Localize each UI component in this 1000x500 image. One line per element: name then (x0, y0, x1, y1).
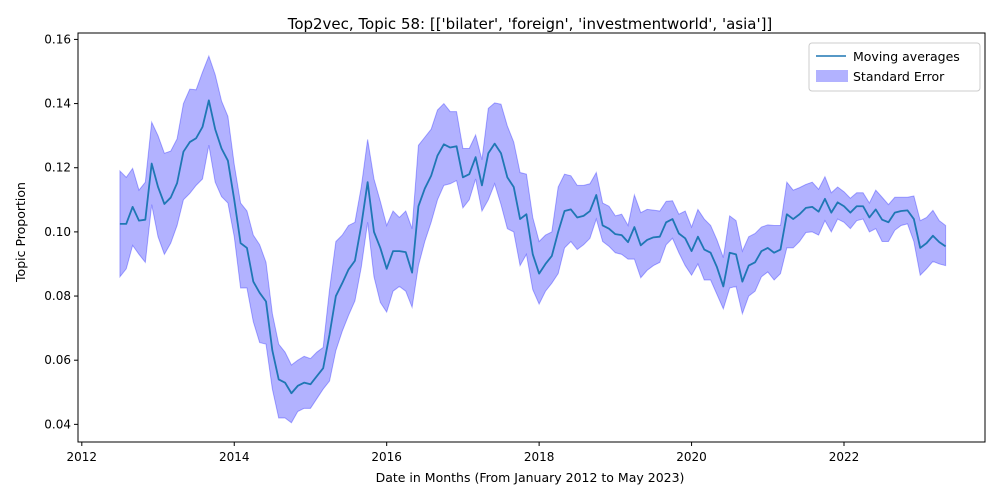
y-tick-label: 0.10 (44, 225, 71, 239)
y-tick-label: 0.16 (44, 32, 71, 46)
y-tick-label: 0.12 (44, 161, 71, 175)
legend-swatch-standard-error (816, 70, 848, 82)
x-axis: 2012 2014 2016 2018 2020 2022 (67, 442, 860, 464)
moving-average-line-layer (119, 99, 947, 395)
y-tick-label: 0.06 (44, 353, 71, 367)
x-tick-label: 2014 (219, 450, 250, 464)
axes-frame (77, 32, 986, 443)
x-tick-label: 2018 (524, 450, 555, 464)
legend-box (808, 42, 981, 92)
y-axis-title: Topic Proportion (13, 182, 28, 283)
x-tick-label: 2012 (67, 450, 98, 464)
y-tick-label: 0.14 (44, 97, 71, 111)
y-tick-label: 0.04 (44, 417, 71, 431)
x-tick-label: 2016 (371, 450, 402, 464)
x-axis-title: Date in Months (From January 2012 to May… (376, 470, 685, 485)
plot-area: 2012 2014 2016 2018 2020 2022 0.04 0.06 0.08 0.1… (44, 32, 986, 464)
chart-title: Top2vec, Topic 58: [['bilater', 'foreign… (287, 15, 773, 33)
standard-error-band-layer (119, 54, 947, 424)
legend-label-standard-error: Standard Error (853, 69, 945, 84)
moving-averages-line (119, 99, 947, 395)
legend: Moving averages Standard Error (808, 42, 981, 92)
y-axis: 0.04 0.06 0.08 0.10 0.12 0.14 0.16 (44, 32, 78, 431)
standard-error-band (119, 54, 947, 424)
y-tick-label: 0.08 (44, 289, 71, 303)
legend-label-moving-averages: Moving averages (853, 49, 960, 64)
x-tick-label: 2022 (829, 450, 860, 464)
x-tick-label: 2020 (676, 450, 707, 464)
